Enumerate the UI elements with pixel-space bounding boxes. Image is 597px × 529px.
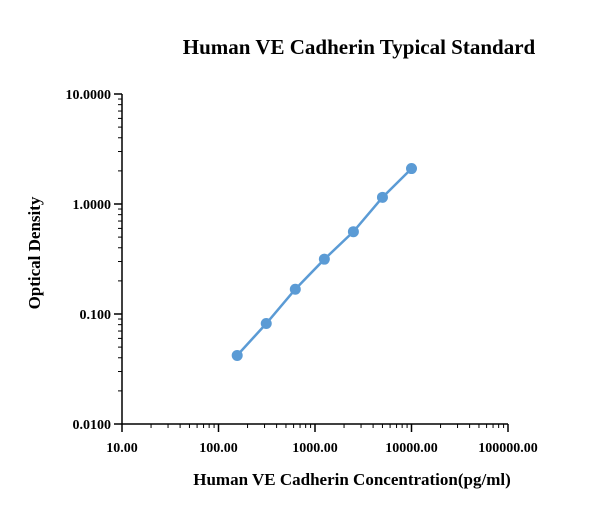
chart-title: Human VE Cadherin Typical Standard <box>183 35 536 59</box>
x-tick-label: 10.00 <box>106 441 138 456</box>
y-tick-label: 0.100 <box>80 308 112 323</box>
data-point <box>260 317 272 329</box>
x-axis-title: Human VE Cadherin Concentration(pg/ml) <box>193 470 511 489</box>
y-axis-title: Optical Density <box>25 196 44 309</box>
data-point <box>289 283 301 295</box>
data-point <box>406 163 417 175</box>
data-point <box>347 226 359 238</box>
x-tick-label: 100.00 <box>199 441 238 456</box>
data-point <box>231 349 243 361</box>
data-series <box>231 163 417 361</box>
data-point <box>318 253 330 265</box>
x-tick-label: 1000.00 <box>292 441 338 456</box>
plot-axes: 0.0100 0.100 1.0000 10.0000 10.00 100.00 1000.… <box>66 88 538 456</box>
x-tick-label: 10000.00 <box>385 441 438 456</box>
y-tick-label: 1.0000 <box>73 198 112 213</box>
data-point <box>376 191 388 203</box>
y-tick-label: 0.0100 <box>73 418 112 433</box>
y-tick-label: 10.0000 <box>66 88 112 103</box>
x-tick-label: 100000.00 <box>478 441 538 456</box>
